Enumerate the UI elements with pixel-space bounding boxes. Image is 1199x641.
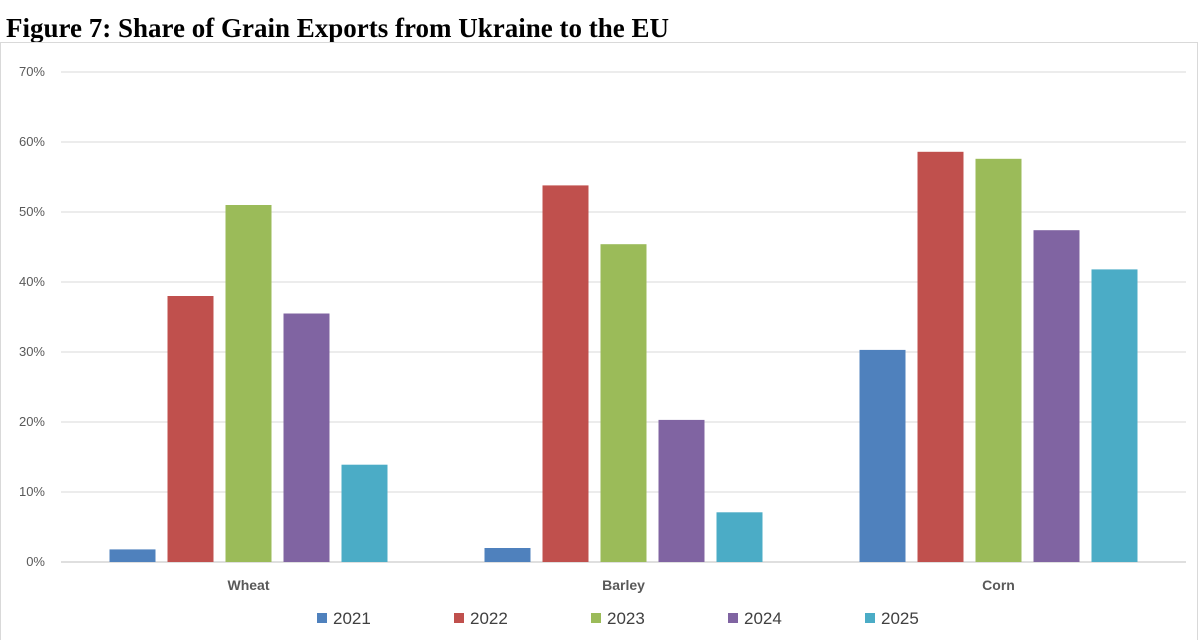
legend-swatch-2025 [865,613,875,623]
x-axis: Wheat Barley Corn [228,577,1015,593]
legend-swatch-2023 [591,613,601,623]
y-axis: 0% 10% 20% 30% 40% 50% 60% 70% [19,64,45,569]
bar-wheat-2021 [109,549,156,562]
y-tick-label: 40% [19,274,45,289]
legend-swatch-2024 [728,613,738,623]
bar-barley-2021 [484,548,531,562]
bar-wheat-2024 [283,313,330,562]
bar-corn-2024 [1033,230,1080,562]
bar-chart: 0%10%20%30%40%50%60%70% Wheat Barley Corn … [19,64,1186,628]
bar-barley-2025 [716,512,763,562]
x-category-label: Wheat [228,577,270,593]
bar-wheat-2022 [167,296,214,562]
legend-label: 2023 [607,609,645,628]
bar-corn-2022 [917,151,964,563]
y-tick-label: 0% [26,554,45,569]
bar-corn-2021 [859,349,906,562]
bar-barley-2024 [658,419,705,562]
bar-barley-2022 [542,185,589,562]
bar-corn-2023 [975,158,1022,563]
x-category-label: Barley [602,577,645,593]
y-tick-label: 50% [19,204,45,219]
chart-area: 0% 10% 20% 30% 40% 50% 60% 70% Wheat Barley Corn … [0,42,1198,640]
legend-label: 2021 [333,609,371,628]
legend-label: 2025 [881,609,919,628]
bar-wheat-2025 [341,464,388,562]
y-tick-label: 60% [19,134,45,149]
legend-label: 2024 [744,609,782,628]
bar-corn-2025 [1091,269,1138,562]
bar-barley-2023 [600,244,647,562]
legend-swatch-2021 [317,613,327,623]
y-tick-label: 20% [19,414,45,429]
x-category-label: Corn [982,577,1015,593]
legend-swatch-2022 [454,613,464,623]
legend-label: 2022 [470,609,508,628]
y-tick-label: 30% [19,344,45,359]
legend: 2021 2022 2023 2024 2025 [317,609,919,628]
bars [109,151,1138,563]
chart-title: Figure 7: Share of Grain Exports from Uk… [6,13,669,43]
y-tick-label: 70% [19,64,45,79]
y-tick-label: 10% [19,484,45,499]
bar-wheat-2023 [225,205,272,562]
